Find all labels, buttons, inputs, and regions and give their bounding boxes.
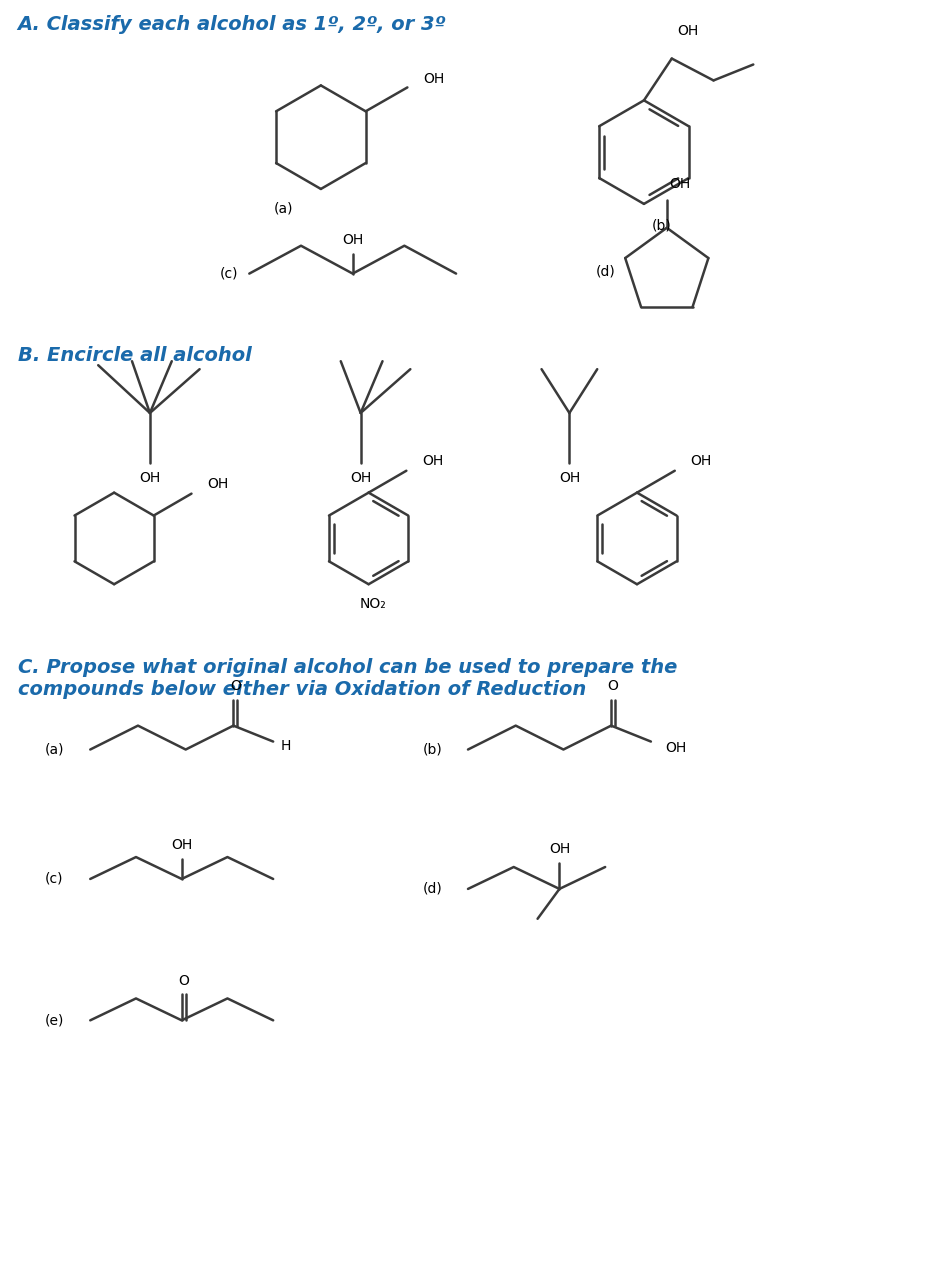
- Text: OH: OH: [678, 23, 699, 37]
- Text: (a): (a): [45, 742, 65, 756]
- Text: A. Classify each alcohol as 1º, 2º, or 3º: A. Classify each alcohol as 1º, 2º, or 3…: [18, 15, 446, 33]
- Text: OH: OH: [424, 73, 444, 87]
- Text: OH: OH: [549, 842, 570, 856]
- Text: O: O: [608, 678, 619, 692]
- Text: B. Encircle all alcohol: B. Encircle all alcohol: [18, 347, 252, 365]
- Text: OH: OH: [423, 454, 443, 467]
- Text: OH: OH: [350, 471, 371, 485]
- Text: NO₂: NO₂: [359, 598, 386, 611]
- Text: OH: OH: [342, 233, 364, 247]
- Text: (d): (d): [423, 882, 442, 896]
- Text: H: H: [281, 739, 292, 753]
- Text: OH: OH: [208, 476, 229, 490]
- Text: OH: OH: [691, 454, 712, 467]
- Text: (b): (b): [423, 742, 442, 756]
- Text: OH: OH: [559, 471, 580, 485]
- Text: (e): (e): [45, 1014, 65, 1028]
- Text: (a): (a): [273, 202, 293, 216]
- Text: C. Propose what original alcohol can be used to prepare the
compounds below eith: C. Propose what original alcohol can be …: [18, 658, 677, 699]
- Text: OH: OH: [665, 741, 686, 754]
- Text: OH: OH: [171, 838, 193, 852]
- Text: (c): (c): [220, 266, 238, 280]
- Text: O: O: [179, 974, 189, 987]
- Text: (b): (b): [652, 219, 671, 233]
- Text: (d): (d): [596, 265, 615, 279]
- Text: O: O: [230, 678, 241, 692]
- Text: OH: OH: [669, 177, 690, 191]
- Text: (c): (c): [45, 872, 64, 886]
- Text: OH: OH: [139, 471, 161, 485]
